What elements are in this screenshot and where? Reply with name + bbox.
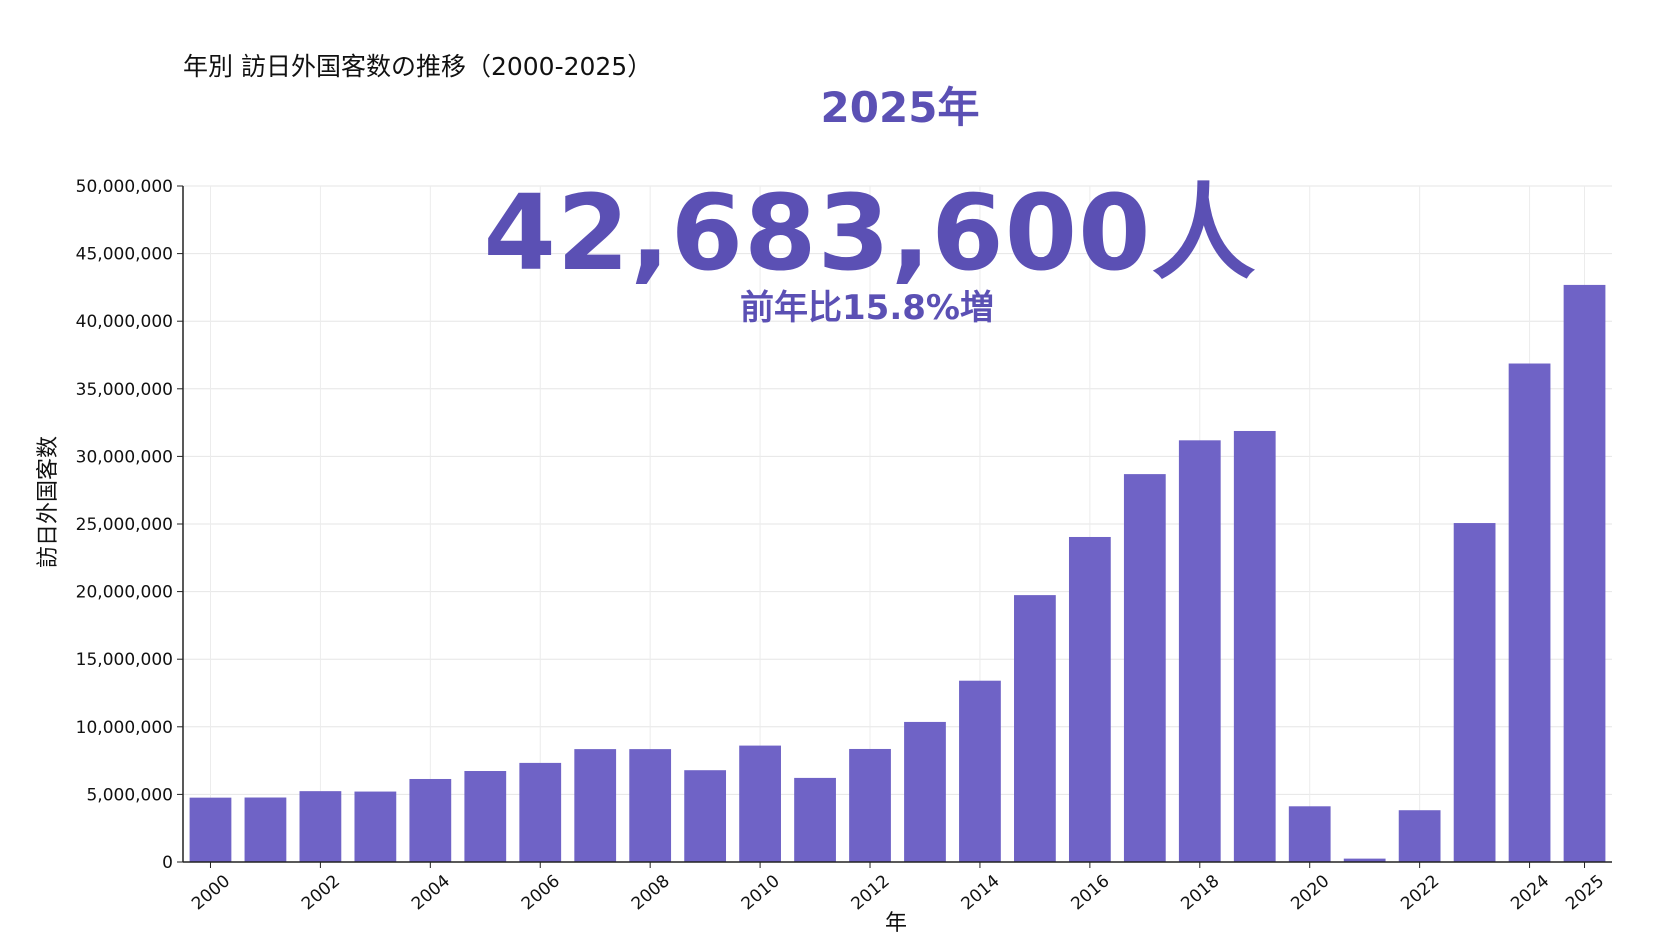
y-tick-label: 50,000,000 (76, 177, 173, 197)
bar-2006 (519, 762, 562, 862)
highlight-value: 42,683,600人 (483, 172, 1257, 294)
highlight-growth: 前年比15.8%増 (740, 288, 994, 328)
highlight-year: 2025年 (820, 83, 980, 132)
x-tick-label: 2018 (1177, 871, 1223, 914)
bar-2017 (1123, 474, 1166, 862)
bar-2000 (189, 797, 232, 862)
bar-2012 (849, 748, 891, 862)
bar-2018 (1178, 440, 1221, 862)
x-tick-label: 2014 (958, 871, 1004, 914)
bar-2024 (1508, 363, 1551, 862)
bar-2021 (1343, 858, 1386, 862)
bar-2022 (1398, 810, 1441, 862)
y-tick-label: 25,000,000 (76, 515, 173, 535)
y-axis-label: 訪日外国客数 (36, 436, 61, 568)
y-tick-label: 30,000,000 (76, 447, 173, 467)
x-axis-label: 年 (885, 911, 907, 936)
bar-2010 (739, 745, 781, 862)
bar-2001 (244, 797, 287, 862)
y-tick-label: 10,000,000 (76, 718, 173, 738)
y-tick-label: 0 (162, 853, 173, 873)
x-tick-label: 2004 (408, 871, 454, 914)
x-tick-label: 2010 (738, 871, 784, 914)
bar-2011 (794, 777, 836, 862)
chart-title: 年別 訪日外国客数の推移（2000-2025） (183, 52, 653, 81)
bar-2016 (1068, 536, 1111, 862)
bar-2004 (409, 778, 452, 862)
bar-2005 (464, 771, 507, 862)
bar-2020 (1288, 806, 1331, 862)
y-tick-labels: 0 5,000,000 10,000,000 15,000,000 20,000,000… (76, 177, 173, 873)
x-tick-label: 2012 (848, 871, 894, 914)
y-tick-label: 35,000,000 (76, 380, 173, 400)
x-tick-label: 2000 (188, 871, 234, 914)
y-tick-label: 45,000,000 (76, 245, 173, 265)
bars (189, 284, 1606, 862)
x-tick-label: 2022 (1397, 871, 1443, 914)
x-tick-label: 2024 (1507, 871, 1553, 914)
x-tick-label: 2006 (518, 871, 564, 914)
bar-2019 (1233, 430, 1276, 862)
y-tick-label: 15,000,000 (76, 650, 173, 670)
x-tick-label: 2025 (1562, 871, 1608, 914)
bar-2015 (1014, 595, 1056, 862)
y-tick-label: 20,000,000 (76, 583, 173, 603)
bar-2003 (354, 791, 397, 862)
bar-2014 (959, 680, 1001, 862)
x-tick-labels: 2000 2002 2004 2006 2008 2010 2012 2014 2016 2018… (188, 871, 1608, 914)
bar-2007 (574, 749, 617, 862)
y-tick-label: 5,000,000 (86, 785, 173, 805)
x-tick-label: 2008 (628, 871, 674, 914)
x-tick-label: 2016 (1068, 871, 1114, 914)
bar-2002 (299, 791, 342, 862)
bar-2008 (629, 749, 672, 862)
bar-2009 (684, 770, 727, 862)
bar-2023 (1453, 523, 1496, 862)
bar-2013 (904, 721, 946, 862)
bar-2025 (1563, 284, 1606, 862)
axes (177, 185, 1612, 868)
x-tick-label: 2020 (1287, 871, 1333, 914)
x-tick-label: 2002 (298, 871, 344, 914)
y-tick-label: 40,000,000 (76, 312, 173, 332)
